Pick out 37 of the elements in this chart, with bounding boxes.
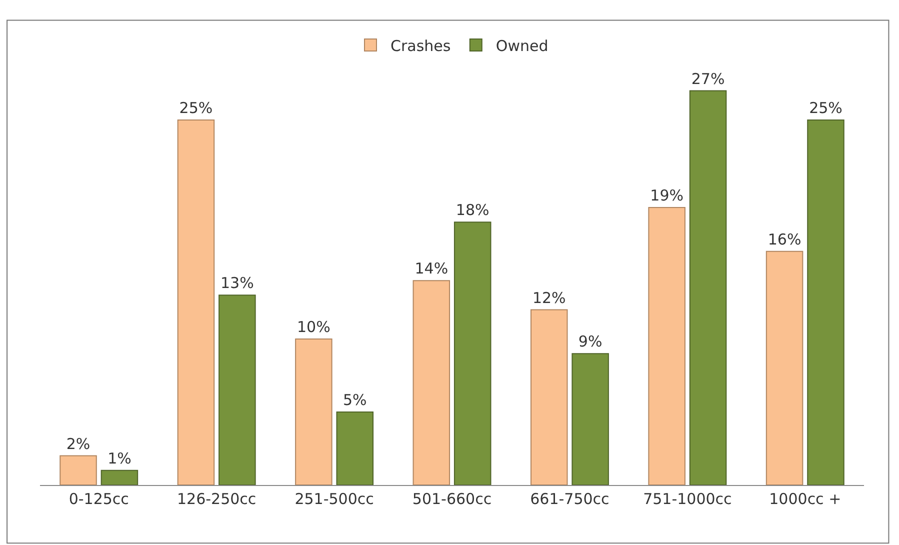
data-label: 16% bbox=[768, 230, 802, 248]
data-label: 2% bbox=[66, 434, 90, 453]
bar bbox=[336, 411, 374, 485]
data-label: 5% bbox=[342, 390, 367, 409]
bar bbox=[689, 90, 727, 485]
x-tick-label: 251-500cc bbox=[294, 490, 374, 508]
x-tick-label: 1000cc + bbox=[769, 490, 842, 508]
bar bbox=[530, 309, 568, 485]
data-label: 10% bbox=[297, 318, 330, 336]
data-label: 19% bbox=[650, 186, 684, 205]
bar bbox=[177, 119, 215, 485]
data-label: 25% bbox=[179, 98, 213, 117]
bar bbox=[572, 353, 609, 485]
data-label: 25% bbox=[809, 98, 842, 117]
bar bbox=[60, 455, 97, 485]
bar bbox=[766, 250, 804, 485]
x-tick-label: 0-125cc bbox=[68, 490, 129, 508]
bar bbox=[218, 294, 256, 485]
data-label: 14% bbox=[414, 260, 448, 278]
data-label: 13% bbox=[220, 274, 254, 292]
data-label: 9% bbox=[578, 332, 602, 351]
data-label: 12% bbox=[532, 288, 566, 307]
bar bbox=[648, 207, 686, 485]
data-label: 18% bbox=[456, 201, 490, 220]
x-tick-label: 661-750cc bbox=[530, 490, 610, 508]
bar bbox=[454, 222, 492, 485]
data-label: 27% bbox=[691, 70, 725, 88]
x-tick-label: 751-1000cc bbox=[643, 490, 732, 508]
x-tick-label: 501-660cc bbox=[412, 490, 492, 508]
legend-label: Crashes bbox=[390, 36, 451, 55]
bar bbox=[100, 470, 138, 485]
x-tick-label: 126-250cc bbox=[176, 490, 256, 508]
data-label: 1% bbox=[108, 449, 132, 468]
legend-label: Owned bbox=[496, 36, 548, 55]
bar bbox=[807, 119, 844, 485]
bar bbox=[412, 280, 450, 485]
bar bbox=[295, 338, 332, 485]
